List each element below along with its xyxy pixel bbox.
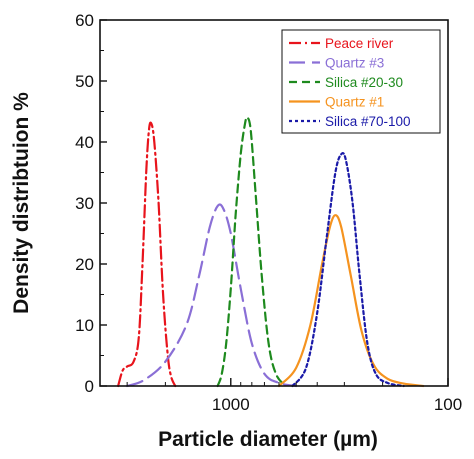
- y-tick-label: 30: [75, 194, 94, 213]
- x-axis: 1000 100: [126, 378, 462, 414]
- x-axis-title: Particle diameter (µm): [158, 428, 378, 451]
- y-tick-label: 40: [75, 133, 94, 152]
- legend: Peace river Quartz #3 Silica #20-30 Quartz …: [281, 29, 441, 134]
- series-line-quartz-1: [277, 214, 425, 388]
- y-tick-label: 10: [75, 316, 94, 335]
- legend-label-quartz-1: Quartz #1: [325, 95, 384, 110]
- legend-label-silica-70-100: Silica #70-100: [325, 114, 411, 129]
- x-tick-label: 100: [434, 395, 462, 414]
- y-axis-title: Density distribtuion %: [10, 92, 33, 314]
- series-line-peace-river: [117, 121, 177, 388]
- series-line-quartz-3: [126, 203, 298, 388]
- y-tick-label: 0: [85, 377, 94, 396]
- y-tick-label: 20: [75, 255, 94, 274]
- legend-label-peace-river: Peace river: [325, 36, 394, 51]
- series-line-silica-20-30: [216, 116, 287, 388]
- y-tick-label: 60: [75, 11, 94, 30]
- series-line-silica-70-100: [291, 152, 405, 388]
- legend-label-silica-20-30: Silica #20-30: [325, 75, 403, 90]
- y-axis: 0 10 20 30 40 50 60: [75, 11, 107, 396]
- legend-label-quartz-3: Quartz #3: [325, 56, 384, 71]
- y-tick-label: 50: [75, 72, 94, 91]
- x-tick-label: 1000: [212, 395, 250, 414]
- data-series-group: [117, 116, 425, 388]
